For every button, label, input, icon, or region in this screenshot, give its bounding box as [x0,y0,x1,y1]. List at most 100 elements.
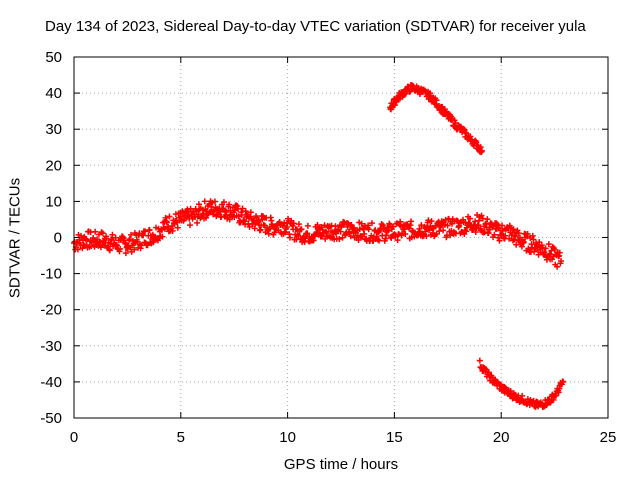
data-marker [74,246,81,253]
data-marker [163,219,170,226]
data-marker [506,235,513,242]
data-marker [494,221,501,228]
data-marker [235,213,242,220]
data-marker [551,246,558,253]
data-marker [484,216,491,223]
data-marker [436,228,443,235]
data-marker [304,230,311,237]
data-marker [103,235,110,242]
data-marker [440,227,447,234]
data-marker [83,236,90,243]
data-marker [558,257,565,264]
data-marker [381,225,388,232]
y-tick-label: 40 [45,85,62,102]
data-marker [542,245,549,252]
data-marker [220,205,227,212]
data-marker [495,224,502,231]
data-marker [128,231,135,238]
data-marker [310,237,317,244]
data-marker [211,198,218,205]
data-marker [485,230,492,237]
data-marker [351,224,358,231]
data-marker [220,199,227,206]
data-marker [126,236,133,243]
data-marker [365,226,372,233]
data-marker [355,236,362,243]
data-marker [298,226,305,233]
data-marker [92,228,99,235]
data-marker [425,217,432,224]
data-marker [478,147,485,154]
data-marker [402,230,409,237]
data-marker [394,237,401,244]
data-marker [472,218,479,225]
data-marker [311,233,318,240]
data-marker [159,233,166,240]
data-marker [512,233,519,240]
data-marker [200,210,207,217]
data-marker [428,218,435,225]
data-marker [290,220,297,227]
y-tick-label: -20 [40,302,62,319]
data-marker [108,237,115,244]
y-tick-label: 30 [45,121,62,138]
data-marker [146,226,153,233]
data-marker [238,211,245,218]
data-marker [545,241,552,248]
data-marker [516,234,523,241]
data-marker [166,213,173,220]
data-marker [530,236,537,243]
data-marker [515,230,522,237]
data-marker [489,374,496,381]
y-tick-label: -40 [40,374,62,391]
data-marker [433,97,440,104]
data-marker [187,205,194,212]
x-tick-label: 20 [493,429,510,446]
data-marker [390,223,397,230]
y-axis-label: SDTVAR / TECUs [6,177,24,299]
data-marker [295,232,302,239]
data-marker [560,378,567,385]
data-marker [478,212,485,219]
data-marker [150,239,157,246]
data-marker [444,222,451,229]
data-marker [109,231,116,238]
data-marker [138,242,145,249]
data-marker [265,230,272,237]
data-marker [347,233,354,240]
x-tick-label: 0 [70,429,78,446]
x-tick-label: 25 [600,429,617,446]
data-marker [195,201,202,208]
data-marker [142,228,149,235]
x-axis-label: GPS time / hours [283,456,399,473]
data-marker [473,139,480,146]
data-marker [368,220,375,227]
y-tick-label: 20 [45,157,62,174]
data-marker [336,236,343,243]
data-marker [304,222,311,229]
data-marker [536,239,543,246]
data-marker [174,224,181,231]
data-marker [502,232,509,239]
data-marker [99,230,106,237]
data-marker [476,357,483,364]
y-tick-label: -50 [40,410,62,427]
data-marker [358,220,365,227]
data-marker [318,233,325,240]
data-marker [131,246,138,253]
data-marker [90,235,97,242]
data-marker [247,209,254,216]
data-marker [106,247,113,254]
data-marker [423,233,430,240]
data-marker [195,211,202,218]
x-tick-label: 10 [279,429,296,446]
data-marker [496,237,503,244]
data-marker [510,226,517,233]
data-marker [519,392,526,399]
data-marker [491,231,498,238]
data-marker [418,222,425,229]
data-marker [186,222,193,229]
data-marker [554,263,561,270]
